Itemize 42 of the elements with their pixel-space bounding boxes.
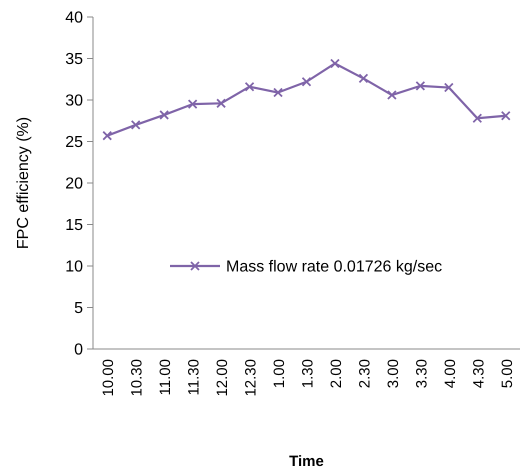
x-tick-label: 10.00 bbox=[100, 359, 118, 397]
y-tick-label: 20 bbox=[65, 176, 84, 193]
x-tick-label: 12.30 bbox=[242, 359, 260, 397]
x-tick-label: 1.00 bbox=[271, 359, 288, 388]
legend-label: Mass flow rate 0.01726 kg/sec bbox=[226, 258, 442, 276]
y-tick-label: 5 bbox=[74, 300, 84, 318]
y-tick-label: 30 bbox=[65, 92, 84, 110]
point bbox=[273, 88, 283, 98]
x-tick-label: 2.30 bbox=[356, 359, 374, 388]
point bbox=[415, 80, 426, 91]
point bbox=[444, 82, 454, 92]
y-tick-label: 10 bbox=[65, 258, 84, 276]
y-tick-label: 25 bbox=[65, 134, 84, 152]
x-tick-label: 3.30 bbox=[413, 359, 430, 388]
x-tick-label: 1.30 bbox=[300, 359, 316, 388]
point bbox=[472, 113, 482, 124]
x-tick-label: 4.30 bbox=[470, 359, 488, 388]
y-tick-label: 15 bbox=[65, 217, 84, 234]
point bbox=[500, 110, 511, 121]
point bbox=[330, 58, 340, 68]
x-axis-title: Time bbox=[289, 453, 324, 470]
x-tick-label: 12.00 bbox=[214, 359, 232, 397]
point bbox=[130, 120, 141, 130]
point bbox=[159, 110, 170, 120]
point bbox=[387, 90, 397, 100]
x-tick-label: 5.00 bbox=[498, 359, 516, 388]
x-tick-label: 3.00 bbox=[384, 359, 402, 388]
y-axis-title: FPC efficiency (%) bbox=[15, 116, 32, 250]
y-tick-label: 40 bbox=[65, 10, 84, 27]
point bbox=[102, 130, 112, 141]
x-tick-label: 2.00 bbox=[328, 359, 345, 388]
x-tick-label: 4.00 bbox=[442, 359, 459, 388]
x-tick-label: 11.30 bbox=[186, 359, 203, 396]
point bbox=[188, 99, 198, 110]
y-tick-label: 0 bbox=[74, 342, 84, 359]
x-tick-label: 11.00 bbox=[157, 359, 174, 396]
x-tick-label: 10.30 bbox=[128, 359, 146, 397]
point bbox=[358, 74, 368, 84]
point bbox=[216, 98, 226, 108]
point bbox=[302, 76, 312, 87]
point bbox=[244, 82, 254, 92]
y-tick-label: 35 bbox=[65, 51, 84, 68]
